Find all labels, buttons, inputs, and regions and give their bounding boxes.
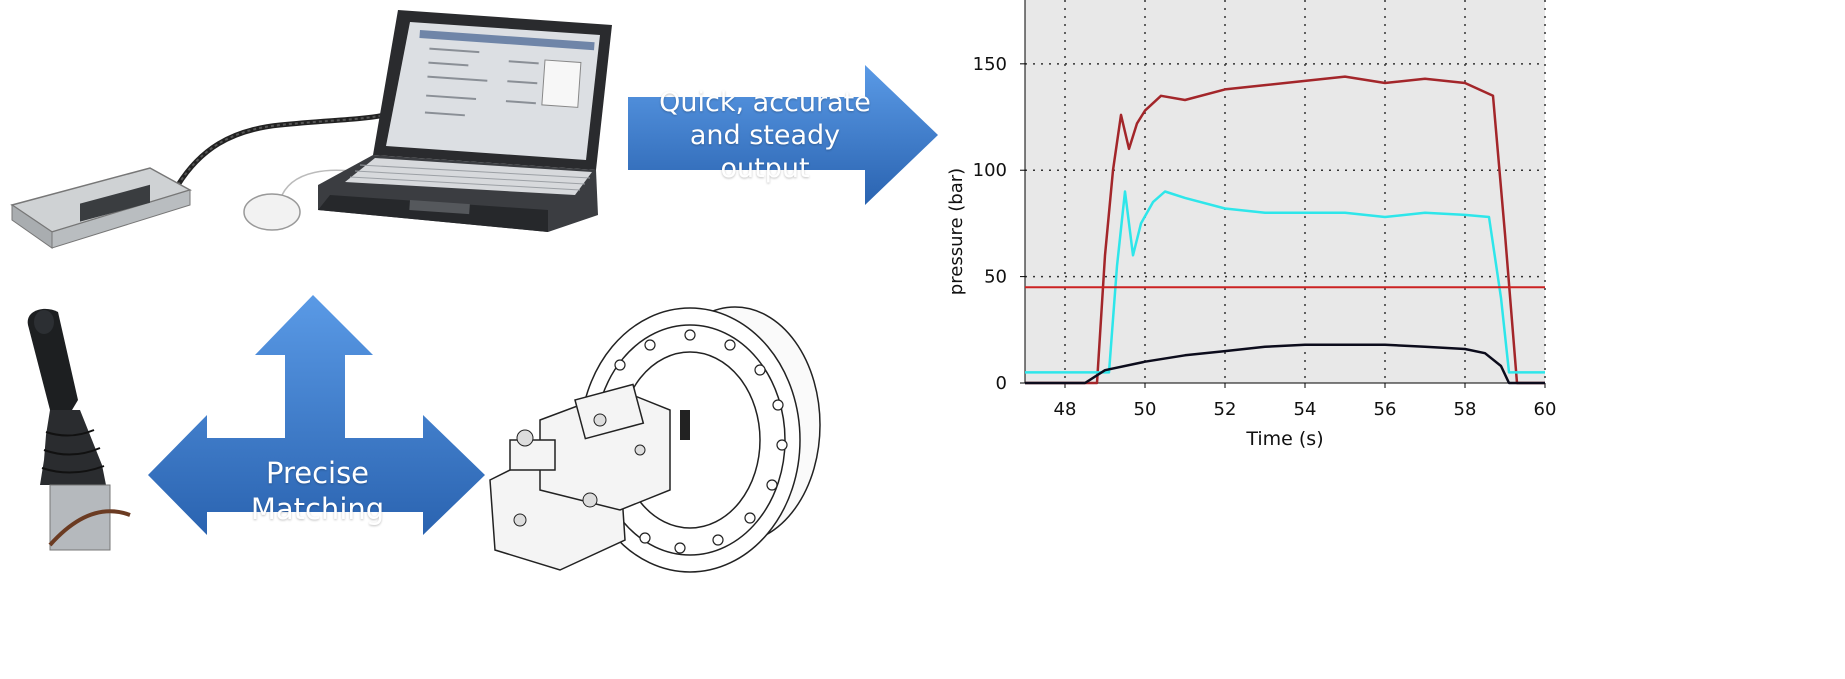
ecu-icon	[10, 167, 192, 249]
matching-arrow	[148, 295, 485, 535]
joystick-icon	[27, 308, 131, 551]
x-tick-label: 56	[1374, 399, 1397, 420]
series-line-2	[1025, 190, 1545, 374]
laptop-with-ecu-icon	[10, 10, 612, 249]
matching-arrow-label: Precise Matching	[250, 456, 385, 526]
y-axis-label: pressure (bar)	[946, 168, 967, 295]
x-tick-label: 54	[1294, 399, 1317, 420]
y-tick-label: 50	[984, 267, 1007, 288]
x-tick-label: 50	[1134, 399, 1157, 420]
pressure-chart: 48 50 52 54 56 58 60 0 50 100 150 Time (s) pressure …	[946, 0, 1557, 450]
x-tick-label: 60	[1534, 399, 1557, 420]
series-line-3	[1025, 343, 1545, 385]
x-tick-label: 58	[1454, 399, 1477, 420]
output-arrow-label: Quick, accurate and steady output	[659, 87, 871, 184]
y-tick-label: 150	[973, 54, 1007, 75]
y-tick-label: 0	[996, 373, 1007, 394]
mouse-icon	[243, 193, 301, 231]
hydraulic-motor-gearbox-icon	[489, 306, 821, 573]
y-tick-label: 100	[973, 160, 1007, 181]
plot-area	[1025, 0, 1545, 383]
x-tick-label: 52	[1214, 399, 1237, 420]
x-axis-label: Time (s)	[1245, 428, 1323, 450]
series-line-1	[1025, 75, 1545, 385]
x-tick-label: 48	[1054, 399, 1077, 420]
output-arrow	[628, 65, 938, 205]
